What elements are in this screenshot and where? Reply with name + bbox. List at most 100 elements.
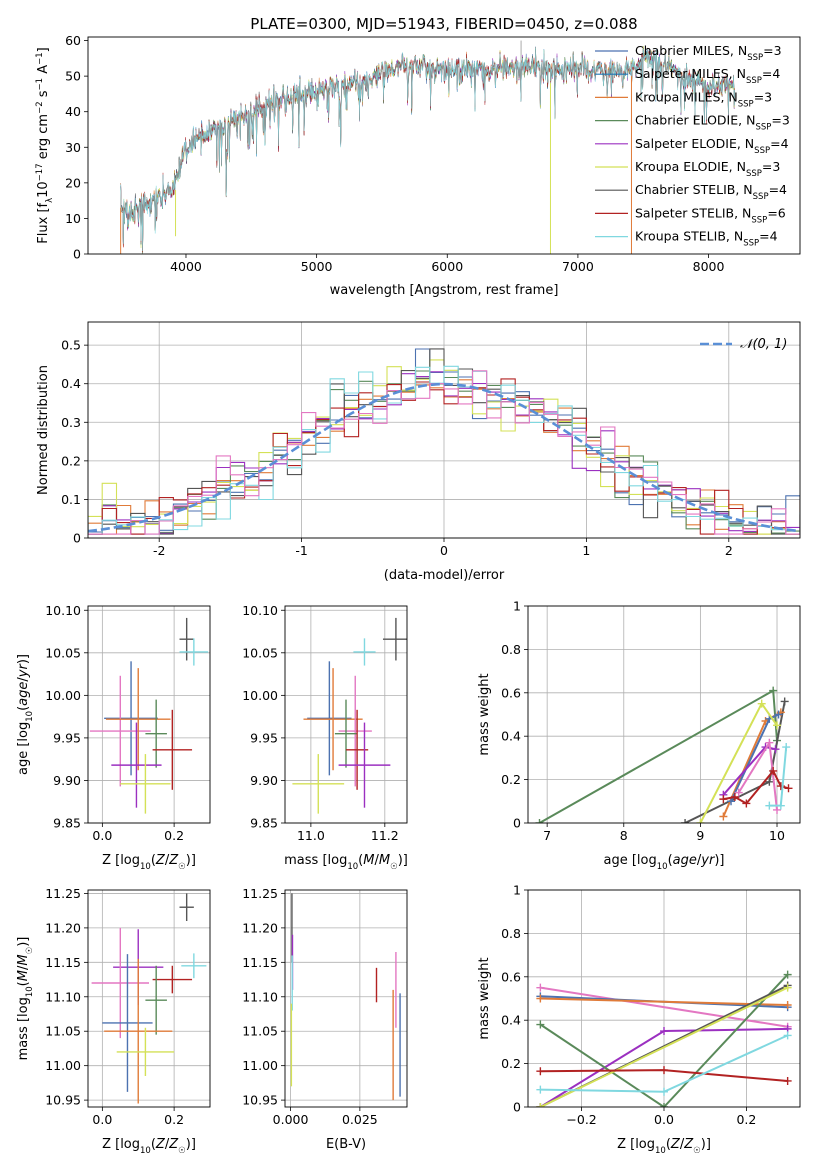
y-tick-label: 0.3: [61, 415, 81, 430]
error-bar-point: [111, 722, 162, 808]
weight-marker: [769, 766, 778, 775]
y-tick-label: 9.95: [250, 730, 278, 745]
weight-marker: [536, 1020, 545, 1029]
error-bar-point: [145, 699, 167, 768]
plot-area-age_vs_Z: [89, 617, 209, 814]
y-tick-label: 20: [65, 175, 81, 190]
weight-marker: [660, 1103, 668, 1107]
y-tick-label: 0: [73, 531, 81, 546]
axes-weight_vs_age: 7 8 9 10 0 0.2 0.4 0.6 0.8 1 age [log10(age/yr)] ma…: [477, 599, 801, 872]
error-bar-point: [91, 927, 149, 1039]
y-tick-label: 11.20: [242, 920, 278, 935]
legend-label: Kroupa ELODIE, NSSP=3: [635, 159, 780, 179]
weight-marker: [536, 1085, 545, 1094]
y-tick-label: 11.00: [45, 1058, 81, 1073]
y-tick-label: 11.10: [242, 989, 278, 1004]
x-tick-label: 0.2: [736, 1112, 756, 1127]
plot-area-mass_vs_ebv: [290, 893, 401, 1101]
y-tick-label: 9.90: [250, 773, 278, 788]
weight-marker: [536, 1103, 545, 1107]
y-tick-label: 9.95: [53, 730, 81, 745]
y-tick-label: 11.20: [45, 920, 81, 935]
x-tick-label: 2: [725, 543, 733, 558]
error-bar-point: [382, 617, 407, 661]
weight-series-line: [539, 986, 789, 1107]
error-bar-point: [334, 699, 358, 768]
weight-marker: [784, 784, 793, 793]
y-axis-label: mass weight: [477, 957, 492, 1039]
y-axis-label: mass [log10(M/M☉)]: [16, 937, 35, 1061]
weight-marker: [783, 983, 792, 992]
weight-marker: [771, 745, 780, 754]
weight-marker: [730, 792, 739, 801]
x-tick-label: 0.2: [164, 828, 184, 843]
legend-label: Chabrier ELODIE, NSSP=3: [635, 113, 790, 133]
error-bar-point: [181, 953, 207, 979]
weight-series-line: [539, 688, 778, 823]
error-bar-point: [338, 675, 372, 787]
normal-curve: [88, 382, 800, 533]
weight-marker: [734, 788, 743, 797]
y-tick-label: 9.85: [250, 816, 278, 831]
y-tick-label: 11.25: [242, 886, 278, 901]
y-tick-label: 0.2: [501, 772, 521, 787]
legend-label: 𝒩(0, 1): [740, 337, 787, 352]
x-tick-label: 8: [620, 828, 628, 843]
y-tick-label: 0.5: [61, 338, 81, 353]
x-tick-label: 4000: [170, 259, 202, 274]
x-axis-label: Z [log10(Z/Z☉)]: [102, 853, 196, 872]
legend-label: Chabrier MILES, NSSP=3: [635, 43, 782, 63]
y-tick-label: 0.2: [61, 453, 81, 468]
x-tick-label: 0.0: [92, 828, 112, 843]
weight-marker: [696, 819, 705, 823]
y-tick-label: 10.00: [45, 688, 81, 703]
axes-spectrum: 4000 5000 6000 7000 8000 0 10 20 30 40 50 60 wavelen…: [35, 33, 801, 298]
plot-area-residuals: [88, 348, 800, 535]
weight-marker: [535, 819, 544, 823]
weight-marker: [660, 1066, 668, 1075]
error-bar-point: [307, 661, 352, 776]
error-bar-point: [179, 893, 194, 921]
axes-frame: [87, 321, 801, 539]
weight-marker: [536, 983, 545, 992]
x-axis-label: Z [log10(Z/Z☉)]: [102, 1137, 196, 1156]
y-tick-label: 10: [65, 211, 81, 226]
x-tick-label: -1: [295, 543, 307, 558]
error-bar-point: [303, 668, 363, 771]
plot-area-mass_vs_Z: [91, 893, 207, 1104]
y-tick-label: 10.95: [45, 1093, 81, 1108]
error-bar-point: [104, 958, 173, 1104]
error-bar-point: [116, 1027, 175, 1076]
figure-title: PLATE=0300, MJD=51943, FIBERID=0450, z=0…: [250, 15, 637, 33]
error-bar-point: [152, 709, 193, 790]
x-tick-label: 11.0: [297, 828, 325, 843]
y-tick-label: 10.00: [242, 688, 278, 703]
y-tick-label: 9.90: [53, 773, 81, 788]
y-axis-label: Normed distribution: [36, 365, 51, 495]
spectrum-line: [120, 47, 735, 252]
weight-marker: [769, 686, 778, 695]
x-axis-label: Z [log10(Z/Z☉)]: [617, 1137, 711, 1156]
axes-frame: [87, 36, 801, 255]
legend-label: Kroupa STELIB, NSSP=4: [635, 229, 778, 249]
weight-marker: [774, 710, 783, 719]
weight-marker: [536, 994, 545, 1003]
error-bar-point: [179, 638, 209, 666]
y-tick-label: 11.15: [45, 955, 81, 970]
x-axis-label: (data-model)/error: [384, 568, 505, 583]
y-tick-label: 10.05: [45, 645, 81, 660]
weight-marker: [719, 795, 728, 804]
weight-marker: [757, 699, 766, 708]
error-bar-point: [179, 617, 194, 661]
plot-area-age_vs_mass: [292, 617, 407, 814]
y-tick-label: 0.8: [501, 926, 521, 941]
residual-histogram: [88, 370, 800, 535]
axes-frame: [527, 889, 801, 1108]
y-tick-label: 10.95: [242, 1093, 278, 1108]
y-tick-label: 10.10: [45, 603, 81, 618]
legend-label: Salpeter ELODIE, NSSP=4: [635, 136, 789, 156]
x-tick-label: 0: [440, 543, 448, 558]
legend-label: Chabrier STELIB, NSSP=4: [635, 182, 787, 202]
weight-series-line: [722, 745, 776, 796]
weight-marker: [681, 819, 690, 823]
